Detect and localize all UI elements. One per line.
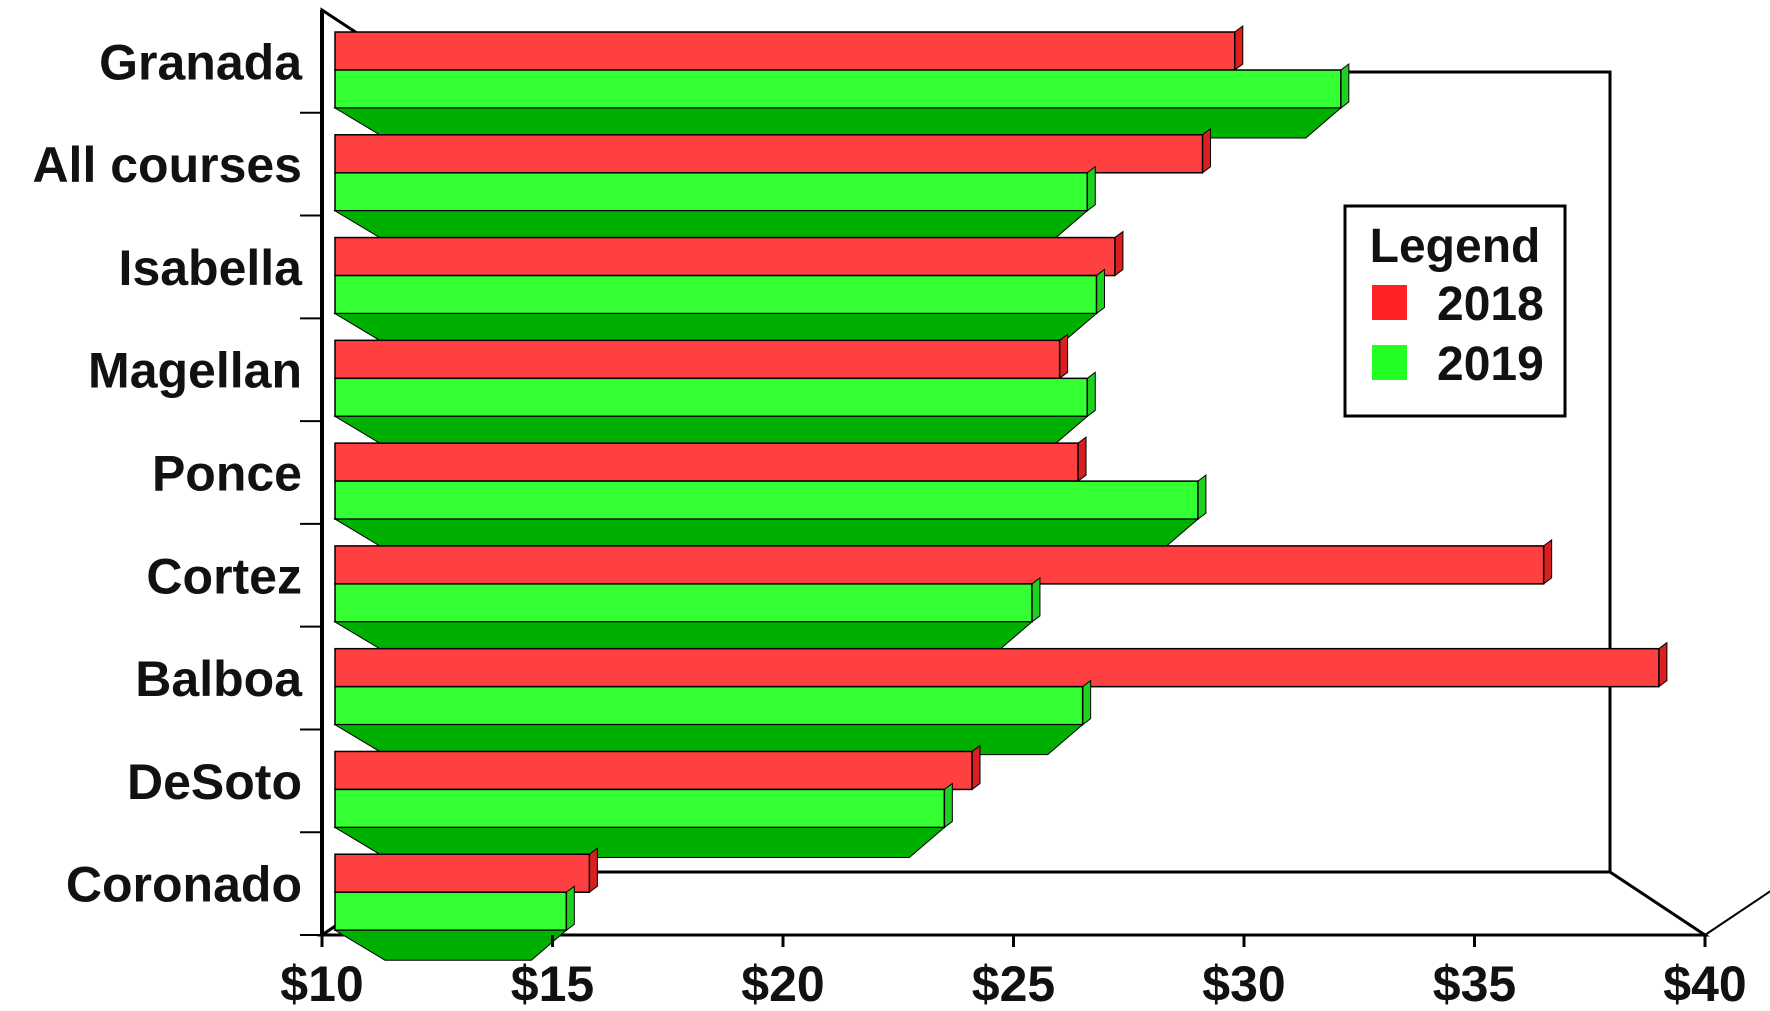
bar-end-face — [1077, 436, 1087, 483]
bar-end-face — [1658, 641, 1668, 688]
bar-2019 — [334, 377, 1089, 418]
bar-group — [333, 744, 981, 858]
bar-end-face — [565, 885, 575, 932]
bar-2019 — [334, 480, 1199, 520]
bar-end-face — [588, 847, 598, 894]
tick-layer: $10 $15 $20 $25 $30 $35 $40 Granada All courses I… — [32, 34, 1746, 1011]
bar-end-face — [1082, 679, 1092, 726]
bar-2019 — [334, 583, 1033, 623]
x-tick-label: $30 — [1202, 956, 1285, 1011]
bar-group — [333, 127, 1212, 242]
bar-bottom-face — [333, 724, 1085, 756]
bar-2018 — [334, 31, 1236, 71]
x-tick-label: $15 — [511, 956, 594, 1011]
bar-bottom-face — [333, 518, 1200, 550]
bar-2019 — [334, 274, 1098, 315]
y-category-label: Isabella — [119, 240, 304, 296]
bar-end-face — [1059, 333, 1069, 380]
legend-title: Legend — [1370, 220, 1541, 273]
bar-2019 — [334, 685, 1084, 726]
bar-2018 — [334, 545, 1545, 585]
bar-2019 — [334, 69, 1342, 109]
bar-bottom-face — [333, 313, 1098, 345]
legend-label-2018: 2018 — [1437, 278, 1544, 331]
bar-2018 — [334, 236, 1116, 277]
bar-2019 — [334, 891, 568, 931]
x-tick-label: $20 — [741, 956, 824, 1011]
bar-end-face — [943, 782, 953, 829]
x-tick-label: $35 — [1433, 956, 1516, 1011]
x-tick-label: $25 — [972, 956, 1055, 1011]
bar-2018 — [334, 750, 973, 791]
bar-group — [333, 538, 1553, 653]
legend-swatch-2019 — [1372, 345, 1407, 380]
bar-2018 — [334, 339, 1061, 380]
y-category-label: All courses — [32, 137, 302, 193]
bar-group — [333, 436, 1207, 550]
legend-swatch-2018 — [1372, 285, 1407, 320]
bar-end-face — [1543, 538, 1553, 585]
bar-group — [333, 333, 1096, 447]
bar-end-face — [1340, 63, 1350, 109]
bar-end-face — [971, 744, 981, 791]
bar-bottom-face — [333, 621, 1034, 653]
bar-2019 — [334, 172, 1089, 212]
bar-end-face — [1202, 127, 1212, 174]
y-category-label: DeSoto — [127, 754, 302, 810]
bar-end-face — [1234, 25, 1244, 71]
bars-layer — [333, 25, 1668, 961]
bar-2019 — [334, 788, 946, 829]
bar-end-face — [1114, 230, 1124, 277]
bar-2018 — [334, 442, 1079, 482]
x-tick-label: $40 — [1663, 956, 1746, 1011]
bar-end-face — [1086, 165, 1096, 212]
bar-end-face — [1086, 371, 1096, 418]
bar-bottom-face — [333, 107, 1343, 139]
y-category-label: Ponce — [152, 446, 302, 502]
bar-group — [333, 230, 1124, 345]
bar-2018 — [334, 853, 591, 893]
legend-label-2019: 2019 — [1437, 338, 1544, 391]
bar-end-face — [1031, 576, 1041, 623]
bar-2018 — [334, 134, 1204, 174]
gridline-floor — [1704, 890, 1770, 936]
y-category-label: Balboa — [135, 651, 303, 707]
bar-bottom-face — [333, 929, 568, 961]
bar-bottom-face — [333, 210, 1089, 242]
bar-end-face — [1197, 474, 1207, 521]
bar-group — [333, 641, 1668, 756]
y-category-label: Cortez — [146, 548, 302, 604]
bar-group — [333, 847, 598, 961]
bar-end-face — [1095, 268, 1105, 315]
y-category-label: Coronado — [66, 857, 302, 913]
y-category-label: Granada — [99, 34, 303, 90]
legend: Legend 2018 2019 — [1343, 204, 1567, 418]
y-category-label: Magellan — [88, 343, 302, 399]
bar-bottom-face — [333, 415, 1089, 447]
bar-group — [333, 25, 1350, 139]
x-tick-label: $10 — [280, 956, 363, 1011]
bar-2018 — [334, 647, 1660, 688]
bar-bottom-face — [333, 826, 946, 858]
